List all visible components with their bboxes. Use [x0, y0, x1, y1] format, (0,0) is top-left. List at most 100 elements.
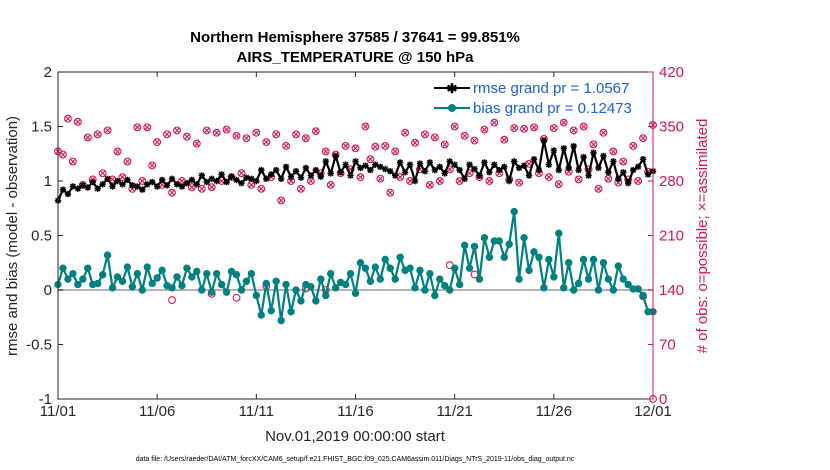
obs-assimilated-point [124, 158, 131, 165]
obs-possible-point [63, 114, 72, 123]
bias-point [366, 277, 375, 285]
obs-possible-point [569, 126, 578, 135]
bias-point [217, 280, 226, 289]
rmse-point [129, 182, 136, 189]
obs-possible-point [520, 124, 529, 133]
obs-possible-point [470, 136, 479, 145]
bias-point [455, 280, 464, 289]
rmse-point [550, 147, 558, 154]
bias-point [128, 283, 137, 291]
bias-point [599, 259, 608, 267]
y-tick-label: 0 [44, 282, 52, 299]
x-tick-label: 12/01 [634, 403, 672, 420]
rmse-point [372, 161, 379, 168]
obs-assimilated-point [194, 140, 200, 147]
bias-point [619, 275, 627, 283]
obs-assimilated-point [263, 139, 269, 145]
bias-point [173, 273, 181, 281]
rmse-point [515, 164, 523, 172]
bias-point [560, 284, 568, 292]
obs-possible-point [356, 173, 365, 182]
y-tick-label: 1.5 [31, 119, 52, 136]
bias-point [540, 284, 548, 292]
rmse-point [629, 166, 637, 174]
bias-point [133, 269, 142, 278]
obs-assimilated-point [382, 143, 388, 149]
rmse-point [426, 159, 434, 166]
rmse-point [163, 182, 171, 189]
bias-point [604, 275, 613, 283]
obs-assimilated-point [342, 143, 349, 149]
obs-possible-point [207, 183, 216, 192]
bias-point [148, 279, 156, 288]
bias-point [193, 267, 201, 276]
rmse-point [421, 167, 429, 175]
bias-point [153, 274, 161, 282]
obs-possible-point [639, 134, 648, 143]
obs-assimilated-point [511, 125, 517, 131]
bias-point [277, 316, 285, 325]
rmse-point [357, 164, 364, 172]
rmse-point [560, 145, 567, 152]
bias-point [237, 286, 246, 294]
rmse-point [238, 179, 245, 187]
rmse-point [258, 166, 265, 174]
obs-assimilated-point [521, 126, 527, 132]
rmse-point [347, 172, 354, 179]
obs-assimilated-point [75, 119, 81, 125]
bias-point [227, 267, 236, 276]
rmse-point [89, 178, 96, 186]
y-axis-label: rmse and bias (model - observation) [4, 116, 21, 356]
bias-point [520, 233, 528, 242]
obs-possible-point [83, 133, 92, 142]
rmse-point [272, 166, 280, 174]
rmse-point [476, 172, 483, 179]
obs-assimilated-point [422, 131, 428, 137]
obs-possible-point [530, 123, 538, 132]
rmse-point [530, 156, 538, 163]
obs-possible-point [182, 132, 191, 141]
obs-assimilated-point [283, 143, 289, 149]
obs-possible-point [257, 184, 266, 193]
bias-point [331, 284, 340, 292]
obs-assimilated-point [313, 128, 319, 134]
bias-point [93, 279, 102, 288]
rmse-point [124, 176, 131, 184]
obs-possible-point [187, 183, 196, 192]
bias-point [203, 269, 211, 278]
obs-assimilated-point [456, 178, 463, 184]
rmse-point [74, 185, 82, 192]
obs-assimilated-point [164, 131, 170, 137]
obs-possible-point [103, 126, 112, 135]
bias-point [198, 286, 206, 294]
rmse-point [178, 183, 186, 190]
obs-assimilated-point [372, 144, 379, 150]
rmse-point [193, 181, 201, 188]
obs-possible-point [485, 177, 494, 185]
obs-assimilated-point [293, 131, 299, 137]
obs-possible-point [386, 188, 395, 197]
rmse-point [149, 178, 156, 186]
obs-assimilated-point [248, 182, 255, 188]
obs-assimilated-point [258, 186, 264, 192]
obs-assimilated-point [273, 131, 279, 137]
bias-point [386, 264, 394, 272]
bias-point [465, 264, 474, 272]
y2-tick-label: 140 [659, 282, 684, 299]
obs-possible-point [589, 140, 598, 149]
rmse-point [615, 175, 622, 183]
rmse-point [396, 159, 404, 166]
rmse-point [168, 175, 176, 183]
obs-assimilated-point [501, 137, 507, 143]
obs-assimilated-point [204, 127, 210, 134]
bias-point [441, 281, 449, 290]
obs-possible-point [371, 142, 380, 151]
rmse-point [555, 166, 562, 174]
rmse-point [183, 179, 191, 187]
y2-axis-label: # of obs: o=possible; ×=assimilated [694, 119, 711, 354]
obs-assimilated-point [362, 123, 369, 130]
rmse-point [223, 178, 230, 186]
bias-point [292, 286, 300, 294]
rmse-point [263, 175, 270, 183]
obs-possible-point [411, 138, 419, 147]
